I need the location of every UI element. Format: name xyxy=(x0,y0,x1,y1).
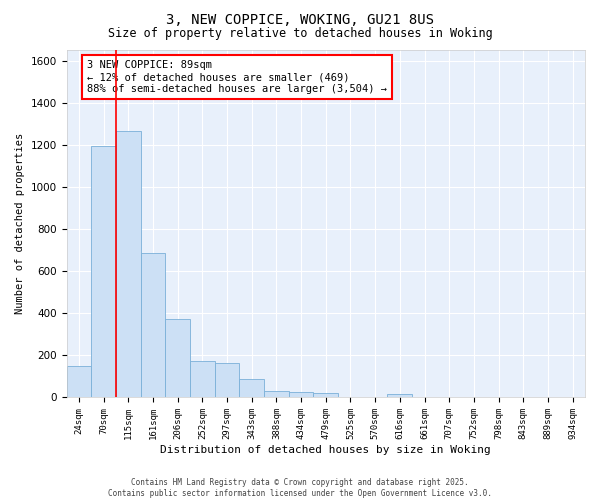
Bar xyxy=(264,391,289,398)
Bar xyxy=(215,362,239,398)
Bar xyxy=(140,253,165,398)
Text: 3, NEW COPPICE, WOKING, GU21 8US: 3, NEW COPPICE, WOKING, GU21 8US xyxy=(166,12,434,26)
X-axis label: Distribution of detached houses by size in Woking: Distribution of detached houses by size … xyxy=(160,445,491,455)
Text: Size of property relative to detached houses in Woking: Size of property relative to detached ho… xyxy=(107,28,493,40)
Bar xyxy=(116,131,140,398)
Bar xyxy=(313,394,338,398)
Bar xyxy=(239,378,264,398)
Bar xyxy=(91,146,116,398)
Bar xyxy=(289,392,313,398)
Text: 3 NEW COPPICE: 89sqm
← 12% of detached houses are smaller (469)
88% of semi-deta: 3 NEW COPPICE: 89sqm ← 12% of detached h… xyxy=(87,60,387,94)
Text: Contains HM Land Registry data © Crown copyright and database right 2025.
Contai: Contains HM Land Registry data © Crown c… xyxy=(108,478,492,498)
Y-axis label: Number of detached properties: Number of detached properties xyxy=(15,133,25,314)
Bar xyxy=(190,360,215,398)
Bar xyxy=(67,366,91,398)
Bar xyxy=(165,318,190,398)
Bar xyxy=(388,394,412,398)
